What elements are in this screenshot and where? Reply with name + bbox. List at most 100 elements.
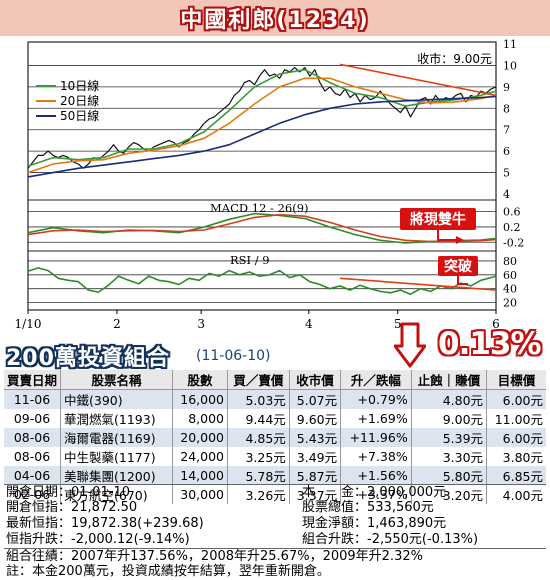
cell-stop: 4.80元	[411, 389, 488, 409]
portfolio-change: 0.13%	[438, 326, 542, 362]
cell-date: 11-06	[4, 389, 62, 409]
cell-close: 3.37元	[289, 485, 342, 504]
y-tick-label: 0.2	[503, 221, 521, 234]
index-change: 恒指升跌：-2,000.12(-9.14%)	[6, 532, 190, 547]
cell-target: 4.00元	[486, 485, 546, 504]
summary-row: 恒指升跌：-2,000.12(-9.14%) 組合升跌：-2,550元(-0.1…	[4, 532, 546, 548]
table-row: 09-06 華潤燃氣(1193) 8,000 9.44元 9.60元 +1.69…	[4, 409, 546, 428]
table-row: 02-06 東方航空(670) 30,000 3.26元 3.37元 +3.37…	[4, 485, 546, 504]
cell-stop: 3.20元	[411, 485, 488, 504]
cell-name: 東方航空(670)	[60, 485, 174, 504]
cell-stop: 3.30元	[411, 447, 488, 466]
cell-change: +7.38%	[340, 447, 412, 466]
cell-date: 09-06	[4, 409, 62, 428]
legend-label: 50日線	[60, 108, 99, 123]
summary-row: 組合往績：2007年升137.56%，2008年升25.67%，2009年升2.…	[4, 548, 546, 564]
y-tick-label: 10	[503, 59, 517, 72]
header-target: 目標價	[486, 370, 546, 390]
portfolio-header: 200萬投資組合 (11-06-10) 0.13%	[0, 322, 550, 372]
cell-close: 5.87元	[289, 466, 342, 485]
cell-buy-price: 4.85元	[227, 428, 290, 447]
cell-close: 3.49元	[289, 447, 342, 466]
latest-index: 最新恒指：19,872.38(+239.68)	[6, 516, 204, 531]
cell-change: +1.56%	[340, 466, 412, 485]
macd-annotation: 將現雙牛	[410, 211, 466, 228]
signal-line	[27, 213, 497, 243]
chart-title-bar: 中國利郎(1234)	[0, 0, 550, 36]
legend-label: 10日線	[60, 78, 99, 93]
macd-callout-arrow	[437, 230, 456, 241]
header-stop: 止蝕｜賺價	[411, 370, 488, 390]
header-change: 升／跌幅	[340, 370, 412, 390]
y-tick-label: 80	[503, 255, 517, 268]
cash-balance: 現金淨額：1,463,890元	[302, 516, 447, 531]
cell-date: 02-06	[4, 485, 62, 504]
cell-close: 5.07元	[289, 389, 342, 409]
portfolio-title: 200萬投資組合	[6, 346, 170, 371]
cell-stop: 9.00元	[411, 409, 488, 428]
x-tick-label: 4	[305, 317, 313, 331]
close-price-annotation: 收市：9.00元	[417, 51, 492, 66]
rsi-annotation-box	[438, 256, 478, 276]
chart-title: 中國利郎(1234)	[180, 8, 370, 33]
cell-target: 3.80元	[486, 447, 546, 466]
rsi-line	[27, 267, 497, 295]
ma-line	[27, 77, 497, 174]
portfolio-date: (11-06-10)	[196, 348, 271, 364]
y-tick-label: 60	[503, 269, 517, 282]
cell-date: 04-06	[4, 466, 62, 485]
cell-shares: 24,000	[172, 447, 229, 466]
rsi-annotation: 突破	[444, 258, 472, 275]
cell-close: 5.43元	[289, 428, 342, 447]
cell-change: +1.69%	[340, 409, 412, 428]
cell-stop: 5.39元	[411, 428, 488, 447]
cell-name: 中生製藥(1177)	[60, 447, 174, 466]
cell-shares: 8,000	[172, 409, 229, 428]
macd-title: MACD 12 - 26(9)	[210, 201, 309, 215]
trendline	[339, 63, 497, 97]
cell-shares: 20,000	[172, 428, 229, 447]
summary-row: 開倉恒指：21,872.50 股票總值：533,560元	[4, 500, 546, 516]
cell-name: 美聯集團(1200)	[60, 466, 174, 485]
x-tick-label: 6	[492, 317, 500, 331]
x-tick-label: 5	[394, 317, 402, 331]
down-arrow-icon	[394, 322, 426, 368]
footnote: 註：本金200萬元，投資成績按年結算，翌年重新開倉。	[6, 564, 330, 579]
holdings-table: 買賣日期 股票名稱 股數 買／賣價 收市價 升／跌幅 止蝕｜賺價 目標價 11-…	[4, 370, 546, 504]
y-tick-label: 7	[503, 124, 510, 137]
macd-annotation-box	[400, 208, 476, 230]
cell-buy-price: 5.03元	[227, 389, 290, 409]
y-tick-label: 6	[503, 145, 510, 158]
y-tick-label: 5	[503, 167, 510, 180]
portfolio-section: 200萬投資組合 (11-06-10) 0.13% 買賣日期 股票名稱 股數 買…	[0, 322, 550, 580]
cell-target: 11.00元	[486, 409, 546, 428]
cell-change: +11.96%	[340, 428, 412, 447]
cell-target: 6.00元	[486, 428, 546, 447]
x-tick-label: 2	[113, 317, 121, 331]
open-index: 開倉恒指：21,872.50	[6, 500, 138, 515]
cell-buy-price: 9.44元	[227, 409, 290, 428]
cell-date: 08-06	[4, 447, 62, 466]
header-buy-sell: 買／賣價	[227, 370, 290, 390]
cell-change: +3.37%	[340, 485, 412, 504]
header-name: 股票名稱	[60, 370, 174, 390]
y-tick-label: 20	[503, 297, 517, 310]
history-record: 組合往績：2007年升137.56%，2008年升25.67%，2009年升2.…	[6, 549, 423, 564]
cell-date: 08-06	[4, 428, 62, 447]
stock-value: 股票總值：533,560元	[302, 500, 434, 515]
cell-name: 中鐵(390)	[60, 389, 174, 409]
y-tick-label: 0.6	[503, 206, 521, 219]
cell-stop: 5.80元	[411, 466, 488, 485]
cell-shares: 14,000	[172, 466, 229, 485]
holdings-header-row: 買賣日期 股票名稱 股數 買／賣價 收市價 升／跌幅 止蝕｜賺價 目標價	[4, 370, 546, 390]
table-row: 11-06 中鐵(390) 16,000 5.03元 5.07元 +0.79% …	[4, 389, 546, 409]
portfolio-summary: 開倉日期：01-01-10 本 金：2,000,000元 開倉恒指：21,872…	[4, 484, 546, 580]
cell-name: 華潤燃氣(1193)	[60, 409, 174, 428]
header-shares: 股數	[172, 370, 229, 390]
cell-target: 6.00元	[486, 389, 546, 409]
open-date: 開倉日期：01-01-10	[6, 485, 131, 500]
cell-shares: 16,000	[172, 389, 229, 409]
cell-buy-price: 5.78元	[227, 466, 290, 485]
table-row: 04-06 美聯集團(1200) 14,000 5.78元 5.87元 +1.5…	[4, 466, 546, 485]
